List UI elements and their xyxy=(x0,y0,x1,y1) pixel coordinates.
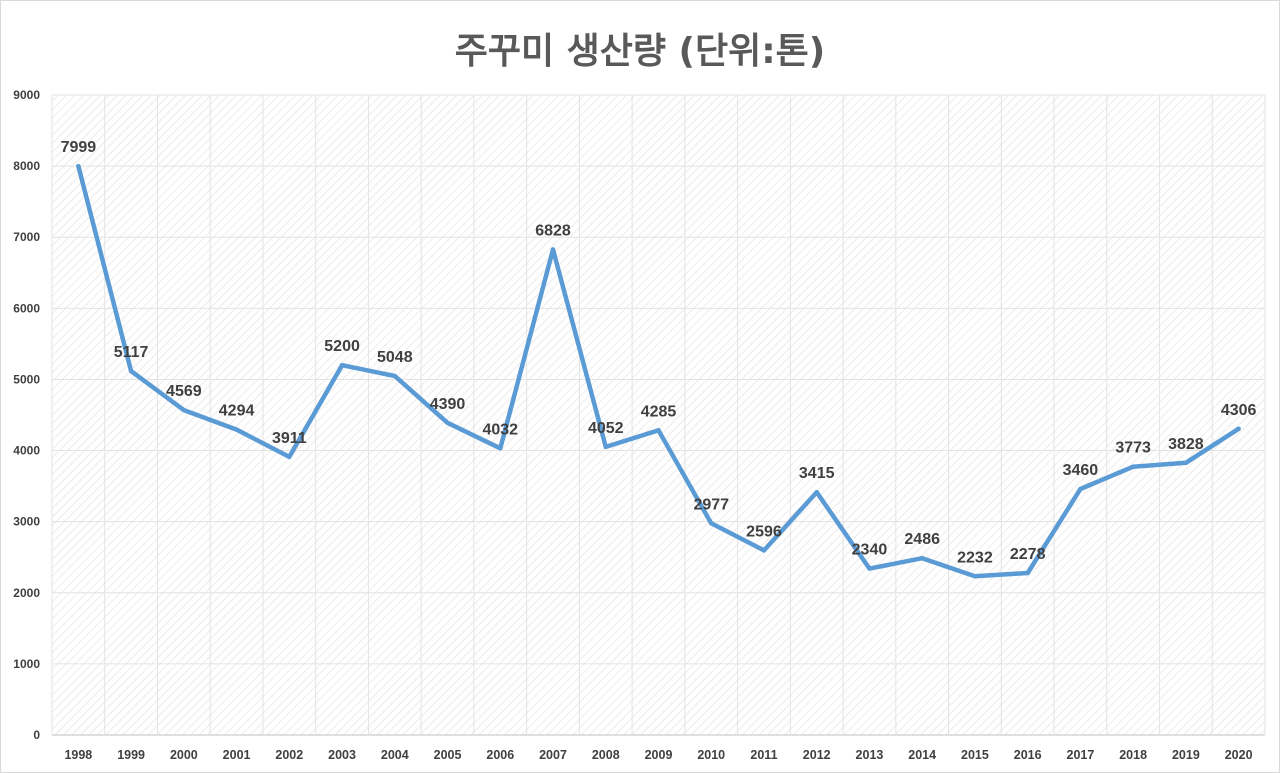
data-label: 4052 xyxy=(588,420,624,437)
x-tick-label: 2013 xyxy=(856,748,884,762)
data-label: 5200 xyxy=(324,338,360,355)
y-tick-label: 8000 xyxy=(13,159,40,173)
data-label: 3911 xyxy=(272,430,307,447)
data-point xyxy=(1130,464,1136,469)
data-label: 2232 xyxy=(957,549,993,566)
data-point xyxy=(76,163,81,169)
data-point xyxy=(1236,426,1241,431)
y-tick-label: 2000 xyxy=(13,586,40,600)
data-point xyxy=(128,368,134,374)
data-point xyxy=(972,574,978,579)
data-label: 4285 xyxy=(641,403,677,420)
plot-area xyxy=(52,95,1265,735)
data-label: 3415 xyxy=(799,465,835,482)
x-tick-label: 2006 xyxy=(486,748,514,762)
x-tick-label: 1998 xyxy=(64,748,92,762)
y-tick-label: 5000 xyxy=(13,372,40,386)
data-point xyxy=(498,446,503,451)
data-label: 2596 xyxy=(746,523,782,540)
x-tick-label: 2008 xyxy=(592,748,620,762)
data-point xyxy=(550,247,556,252)
data-point xyxy=(709,521,714,526)
x-tick-label: 2002 xyxy=(275,748,303,762)
data-point xyxy=(1183,460,1189,465)
data-point xyxy=(445,420,450,426)
series-line xyxy=(76,163,1241,579)
data-label: 3773 xyxy=(1115,440,1151,457)
data-point xyxy=(1078,486,1083,492)
data-point xyxy=(867,566,872,571)
x-tick-label: 1999 xyxy=(117,748,145,762)
data-point xyxy=(1025,570,1030,576)
data-point xyxy=(287,454,292,460)
data-point xyxy=(603,444,608,450)
data-labels: 7999 5117 4569 4294 3911 5200 5048 4390 4032 6828… xyxy=(61,139,1257,566)
data-point xyxy=(181,407,187,413)
x-tick-label: 2005 xyxy=(434,748,462,762)
y-tick-label: 4000 xyxy=(13,444,40,458)
data-label: 2340 xyxy=(852,542,888,559)
x-tick-label: 2017 xyxy=(1067,748,1095,762)
x-axis-ticks: 1998 1999 2000 2001 2002 2003 2004 2005 2006 2007… xyxy=(64,748,1252,762)
x-tick-label: 2003 xyxy=(328,748,356,762)
y-tick-label: 7000 xyxy=(13,230,40,244)
y-tick-label: 9000 xyxy=(13,88,40,102)
x-tick-label: 2004 xyxy=(381,748,409,762)
data-label: 4569 xyxy=(166,383,202,400)
data-point xyxy=(234,427,239,432)
x-tick-label: 2001 xyxy=(223,748,251,762)
y-tick-label: 3000 xyxy=(13,515,40,529)
data-label: 2278 xyxy=(1010,546,1046,563)
x-tick-label: 2007 xyxy=(539,748,567,762)
data-label: 7999 xyxy=(61,139,97,156)
data-label: 2486 xyxy=(904,531,940,548)
x-tick-label: 2010 xyxy=(697,748,725,762)
data-label: 2977 xyxy=(693,496,729,513)
data-label: 3828 xyxy=(1168,436,1204,453)
x-tick-label: 2016 xyxy=(1014,748,1042,762)
data-label: 5117 xyxy=(114,344,149,361)
y-tick-label: 0 xyxy=(33,728,40,742)
data-point xyxy=(814,489,819,495)
data-point xyxy=(761,548,767,553)
data-label: 4390 xyxy=(430,396,466,413)
chart-title: 주꾸미 생산량 (단위:톤) xyxy=(454,31,826,72)
data-point xyxy=(392,373,398,379)
x-tick-label: 2014 xyxy=(908,748,936,762)
data-label: 5048 xyxy=(377,349,413,366)
x-tick-label: 2019 xyxy=(1172,748,1200,762)
y-axis-ticks: 0 1000 2000 3000 4000 5000 6000 7000 8000 9000 xyxy=(13,88,40,742)
x-tick-label: 2000 xyxy=(170,748,198,762)
data-label: 4032 xyxy=(482,421,518,438)
data-label: 6828 xyxy=(535,222,571,239)
x-tick-label: 2009 xyxy=(645,748,673,762)
data-point xyxy=(919,556,925,561)
data-point xyxy=(339,363,345,368)
y-tick-label: 6000 xyxy=(13,301,40,315)
data-label: 3460 xyxy=(1063,462,1099,479)
x-tick-label: 2012 xyxy=(803,748,831,762)
data-point xyxy=(656,428,661,433)
y-tick-label: 1000 xyxy=(13,657,40,671)
x-tick-label: 2018 xyxy=(1119,748,1147,762)
data-label: 4306 xyxy=(1221,402,1257,419)
x-tick-label: 2011 xyxy=(750,748,777,762)
x-tick-label: 2020 xyxy=(1225,748,1253,762)
x-tick-label: 2015 xyxy=(961,748,989,762)
data-label: 4294 xyxy=(219,403,255,420)
